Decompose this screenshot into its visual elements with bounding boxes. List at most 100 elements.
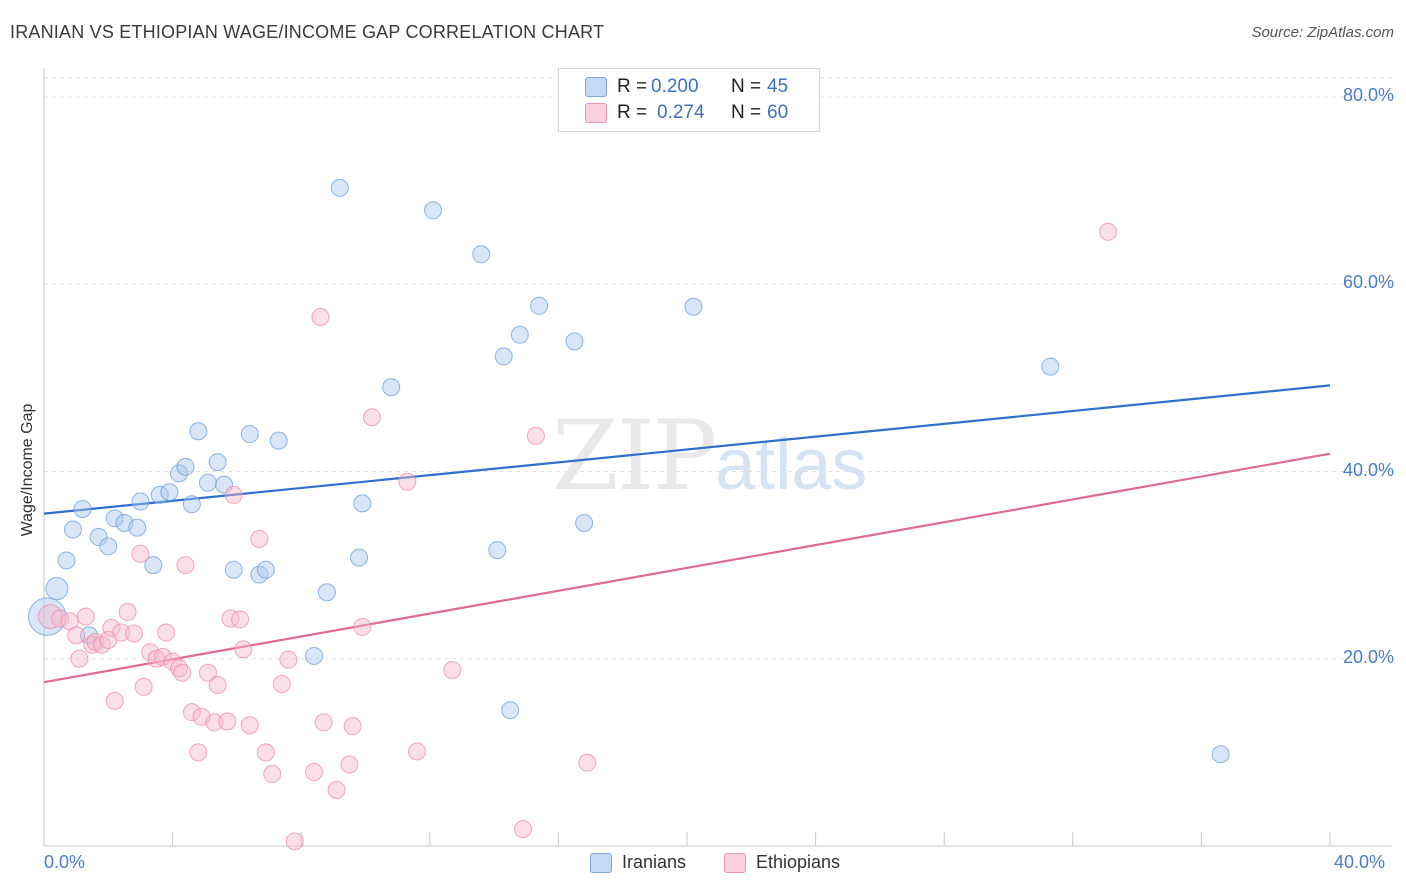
point-ethiopians [305, 763, 324, 782]
point-ethiopians [157, 623, 176, 642]
legend-label-iranians: Iranians [622, 852, 687, 872]
trend-line-ethiopians [43, 452, 1331, 684]
point-iranians [1211, 745, 1230, 764]
point-iranians [269, 431, 288, 450]
y-axis-label: Wage/Income Gap [19, 403, 36, 537]
point-ethiopians [205, 713, 224, 732]
point-ethiopians [343, 717, 362, 736]
point-ethiopians [102, 618, 121, 637]
point-ethiopians [443, 660, 462, 679]
point-iranians [63, 520, 82, 539]
legend-r-label: R = [617, 102, 648, 123]
legend-swatch-iranians [590, 852, 612, 873]
point-ethiopians [327, 780, 346, 799]
point-ethiopians [134, 677, 153, 696]
point-iranians [256, 560, 275, 579]
point-ethiopians [182, 703, 201, 722]
point-ethiopians [256, 743, 275, 762]
point-iranians [105, 509, 124, 528]
legend-swatch-ethiopians [724, 852, 746, 873]
point-iranians [305, 646, 324, 665]
point-iranians [575, 513, 594, 532]
legend-swatch-iranians [585, 77, 607, 97]
point-iranians [565, 332, 584, 351]
point-ethiopians [221, 609, 240, 628]
point-ethiopians [353, 617, 372, 636]
point-iranians [189, 422, 208, 441]
point-iranians [198, 473, 217, 492]
point-ethiopians [263, 764, 282, 783]
correlation-legend: R = 0.200 N = 45 R = 0.274 N = 60 [558, 68, 820, 132]
point-iranians [424, 201, 443, 220]
point-ethiopians [407, 742, 426, 761]
point-iranians [224, 560, 243, 579]
legend-r-label: R = [617, 76, 648, 97]
point-ethiopians [578, 753, 597, 772]
point-iranians [182, 495, 201, 514]
point-ethiopians [153, 647, 172, 666]
point-iranians [176, 457, 195, 476]
point-ethiopians [218, 712, 237, 731]
point-ethiopians [272, 675, 291, 694]
point-iranians [208, 453, 227, 472]
point-iranians [382, 378, 401, 397]
point-ethiopians [514, 820, 533, 839]
point-ethiopians [526, 426, 545, 445]
point-iranians [131, 492, 150, 511]
legend-n-label: N = [731, 102, 762, 123]
point-ethiopians [67, 626, 86, 645]
point-iranians [170, 464, 189, 483]
point-iranians [350, 548, 369, 567]
point-iranians [317, 583, 336, 602]
axes [43, 68, 1392, 847]
point-ethiopians [70, 649, 89, 668]
legend-row-ethiopians: R = 0.274 N = 60 [585, 100, 815, 126]
data-points [28, 178, 1230, 851]
legend-swatch-ethiopians [585, 103, 607, 123]
point-ethiopians [362, 408, 381, 427]
legend-row-iranians: R = 0.200 N = 45 [585, 74, 815, 100]
legend-n-value: 45 [767, 76, 789, 97]
y-tick-label: 40.0% [1342, 459, 1394, 480]
point-iranians [99, 537, 118, 556]
y-tick-label: 60.0% [1342, 272, 1394, 293]
point-ethiopians [118, 602, 137, 621]
point-ethiopians [131, 544, 150, 563]
trend-line-iranians [43, 384, 1331, 515]
point-ethiopians [125, 624, 144, 643]
point-iranians [684, 297, 703, 316]
point-ethiopians [176, 556, 195, 575]
point-iranians [353, 494, 372, 513]
point-iranians [501, 701, 520, 720]
point-iranians [530, 296, 549, 315]
legend-r-value: 0.200 [651, 76, 699, 97]
point-ethiopians [92, 635, 111, 654]
point-ethiopians [189, 743, 208, 762]
point-iranians [1041, 357, 1060, 376]
y-tick-label: 80.0% [1342, 85, 1394, 105]
point-ethiopians [311, 308, 330, 327]
point-ethiopians [285, 832, 304, 851]
legend-item-iranians: Iranians [590, 852, 686, 873]
point-iranians [472, 245, 491, 264]
legend-n-value: 60 [767, 102, 789, 123]
point-iranians [330, 178, 349, 197]
point-ethiopians [234, 640, 253, 659]
point-ethiopians [240, 716, 259, 735]
point-ethiopians [314, 713, 333, 732]
point-ethiopians [224, 485, 243, 504]
point-ethiopians [105, 691, 124, 710]
point-iranians [510, 325, 529, 344]
point-ethiopians [340, 755, 359, 774]
point-iranians [160, 483, 179, 502]
point-ethiopians [76, 607, 95, 626]
gridlines [44, 77, 1392, 660]
point-iranians [144, 556, 163, 575]
point-ethiopians [112, 623, 131, 642]
x-tick-label-min: 0.0% [44, 852, 86, 872]
point-iranians [240, 425, 259, 444]
point-ethiopians [250, 529, 269, 548]
watermark: ZIPatlas [552, 400, 867, 512]
point-iranians [80, 626, 99, 645]
